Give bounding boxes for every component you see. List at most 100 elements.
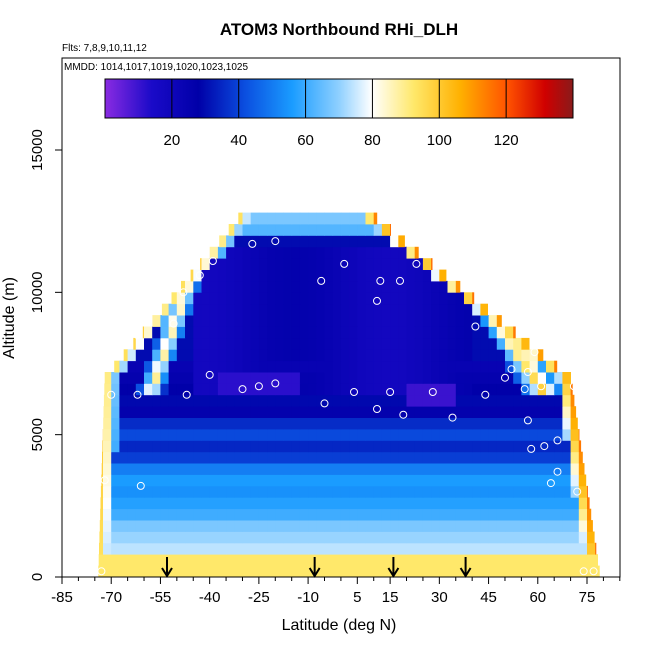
- heatmap-cell: [480, 326, 489, 339]
- heatmap-cell: [406, 463, 416, 475]
- heatmap-cell: [381, 360, 391, 373]
- heatmap-cell: [455, 429, 465, 441]
- heatmap-cell: [308, 360, 317, 373]
- heatmap-cell: [324, 406, 334, 418]
- heatmap-cell: [242, 394, 252, 407]
- heatmap-cell: [111, 440, 120, 453]
- heatmap-cell: [185, 337, 194, 350]
- heatmap-cell: [587, 520, 593, 532]
- heatmap-cell: [283, 440, 293, 453]
- heatmap-cell: [546, 497, 555, 510]
- heatmap-cell: [250, 383, 260, 396]
- heatmap-cell: [176, 326, 186, 339]
- heatmap-cell: [135, 497, 145, 510]
- profile-point: [271, 379, 280, 388]
- heatmap-cell: [160, 485, 169, 498]
- heatmap-cell: [275, 440, 284, 453]
- heatmap-cell: [119, 429, 128, 441]
- heatmap-cell: [275, 451, 284, 464]
- heatmap-cell: [299, 429, 309, 441]
- heatmap-cell: [439, 383, 448, 396]
- heatmap-cell: [242, 531, 252, 544]
- heatmap-cell: [340, 349, 350, 362]
- heatmap-cell: [546, 565, 555, 577]
- heatmap-cell: [406, 406, 416, 418]
- heatmap-cell: [242, 337, 252, 350]
- heatmap-cell: [546, 394, 555, 407]
- heatmap-cell: [316, 474, 325, 487]
- heatmap-cell: [546, 554, 555, 566]
- heatmap-cell: [488, 451, 498, 464]
- heatmap-cell: [250, 315, 260, 327]
- heatmap-cell: [373, 463, 383, 475]
- heatmap-cell: [258, 485, 268, 498]
- heatmap-cell: [242, 315, 252, 327]
- heatmap-cell: [209, 565, 219, 577]
- heatmap-cell: [332, 554, 342, 566]
- heatmap-cell: [275, 280, 284, 293]
- heatmap-cell: [349, 292, 358, 305]
- heatmap-cell: [267, 508, 276, 521]
- heatmap-cell: [406, 349, 416, 362]
- profile-point: [254, 382, 263, 391]
- heatmap-cell: [455, 520, 465, 532]
- heatmap-cell: [258, 463, 268, 475]
- heatmap-cell: [505, 326, 514, 339]
- heatmap-cell: [365, 280, 375, 293]
- heatmap-cell: [103, 440, 112, 453]
- heatmap-cell: [119, 485, 128, 498]
- heatmap-cell: [578, 474, 587, 487]
- heatmap-cell: [135, 337, 145, 350]
- heatmap-cell: [99, 542, 104, 555]
- heatmap-cell: [283, 258, 293, 270]
- heatmap-cell: [119, 554, 128, 566]
- heatmap-cell: [193, 508, 202, 521]
- heatmap-cell: [570, 474, 580, 487]
- heatmap-cell: [242, 303, 252, 316]
- heatmap-cell: [258, 224, 268, 236]
- heatmap-cell: [365, 497, 375, 510]
- heatmap-cell: [365, 326, 375, 339]
- heatmap-cell: [373, 224, 383, 236]
- heatmap-cell: [422, 554, 432, 566]
- heatmap-cell: [554, 429, 563, 441]
- heatmap-cell: [250, 463, 260, 475]
- heatmap-cell: [521, 531, 530, 544]
- heatmap-cell: [250, 406, 260, 418]
- heatmap-cell: [390, 463, 399, 475]
- heatmap-cell: [488, 429, 498, 441]
- heatmap-cell: [537, 497, 547, 510]
- heatmap-cell: [242, 349, 252, 362]
- heatmap-cell: [127, 485, 137, 498]
- heatmap-cell: [439, 554, 448, 566]
- heatmap-cell: [422, 520, 432, 532]
- heatmap-cell: [562, 406, 571, 418]
- heatmap-cell: [144, 485, 153, 498]
- heatmap-cell: [111, 485, 120, 498]
- heatmap-cell: [390, 372, 399, 384]
- heatmap-cell: [250, 474, 260, 487]
- heatmap-cell: [546, 372, 555, 384]
- heatmap-cell: [127, 394, 137, 407]
- heatmap-cell: [176, 531, 186, 544]
- heatmap-cell: [283, 417, 293, 430]
- heatmap-cell: [406, 497, 416, 510]
- heatmap-cell: [324, 372, 334, 384]
- heatmap-cell: [201, 349, 211, 362]
- heatmap-cell: [480, 508, 489, 521]
- heatmap-cell: [365, 565, 375, 577]
- heatmap-cell: [193, 542, 202, 555]
- heatmap-cell: [554, 474, 563, 487]
- heatmap-cell: [324, 520, 334, 532]
- heatmap-cell: [324, 303, 334, 316]
- heatmap-cell: [570, 417, 578, 430]
- heatmap-cell: [176, 451, 186, 464]
- heatmap-cell: [144, 508, 153, 521]
- heatmap-cell: [398, 349, 407, 362]
- heatmap-cell: [381, 269, 391, 282]
- heatmap-cell: [291, 497, 301, 510]
- heatmap-cell: [349, 463, 358, 475]
- heatmap-cell: [357, 349, 366, 362]
- heatmap-cell: [308, 383, 317, 396]
